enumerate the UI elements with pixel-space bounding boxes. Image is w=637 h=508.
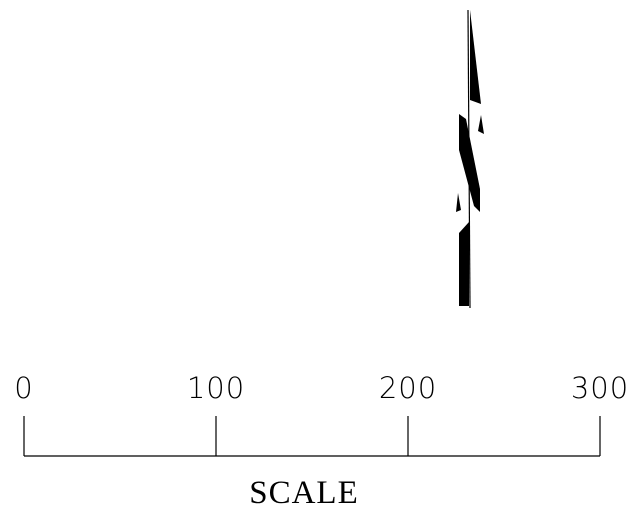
scale-ticks [23, 416, 601, 456]
scale-tick-label-200: 200 [379, 371, 437, 405]
scale-tick-label-100: 100 [187, 371, 245, 405]
scale-title: SCALE [249, 475, 359, 508]
scale-tick-labels: 0 100 200 300 [14, 371, 629, 405]
north-arrow-diagonal [459, 114, 480, 212]
scale-bar: 0 100 200 300 SCALE [14, 371, 629, 508]
scale-tick-label-0: 0 [14, 371, 33, 405]
north-arrow-bottom-blade [459, 222, 469, 306]
north-arrow-left-barb [456, 193, 461, 212]
north-arrow-icon [456, 9, 484, 309]
scale-tick-label-300: 300 [571, 371, 629, 405]
north-arrow-right-barb [478, 115, 484, 134]
north-arrow-top-blade [470, 10, 481, 104]
